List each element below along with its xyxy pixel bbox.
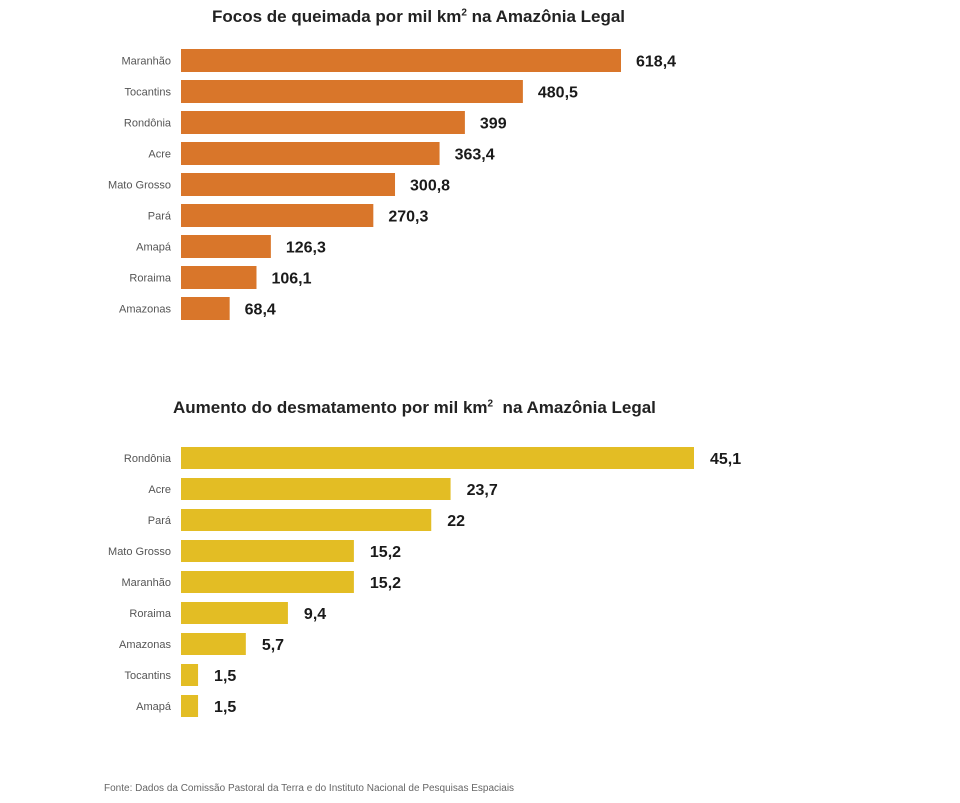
value-label-mato-grosso: 15,2 xyxy=(370,544,401,561)
bar-amapa xyxy=(181,695,199,717)
bar-acre xyxy=(181,142,440,165)
category-label-amazonas: Amazonas xyxy=(119,304,171,316)
category-label-tocantins: Tocantins xyxy=(125,670,172,682)
category-label-acre: Acre xyxy=(148,149,171,161)
value-label-maranhao: 15,2 xyxy=(370,575,401,592)
bar-tocantins xyxy=(181,664,199,686)
value-label-rondonia: 399 xyxy=(480,116,507,133)
category-label-para: Pará xyxy=(148,211,172,223)
value-label-amazonas: 5,7 xyxy=(262,637,284,654)
bar-acre xyxy=(181,478,451,500)
category-label-roraima: Roraima xyxy=(129,273,171,285)
category-label-acre: Acre xyxy=(148,484,171,496)
title-text-rest: na Amazônia Legal xyxy=(466,7,626,26)
bar-chart-queimadas: Maranhão 618,4 Tocantins 480,5 Rondônia 399 Ac… xyxy=(108,49,676,320)
bar-para xyxy=(181,204,374,227)
value-label-tocantins: 480,5 xyxy=(538,85,578,102)
category-label-maranhao: Maranhão xyxy=(121,577,171,589)
value-label-roraima: 9,4 xyxy=(304,606,326,623)
bar-amazonas xyxy=(181,297,230,320)
value-label-para: 22 xyxy=(447,513,465,530)
bar-amapa xyxy=(181,235,271,258)
chart-title-desmatamento: Aumento do desmatamento por mil km2 na A… xyxy=(173,398,656,418)
title-text-rest: na Amazônia Legal xyxy=(493,398,656,417)
bar-tocantins xyxy=(181,80,523,103)
value-label-maranhao: 618,4 xyxy=(636,54,676,71)
source-footnote: Fonte: Dados da Comissão Pastoral da Ter… xyxy=(104,783,515,794)
category-label-tocantins: Tocantins xyxy=(125,87,172,99)
chart-title-queimadas: Focos de queimada por mil km2 na Amazôni… xyxy=(212,7,625,27)
value-label-amapa: 1,5 xyxy=(214,699,236,716)
category-label-para: Pará xyxy=(148,515,172,527)
value-label-amapa: 126,3 xyxy=(286,240,326,257)
category-label-maranhao: Maranhão xyxy=(121,56,171,68)
bar-mato-grosso xyxy=(181,173,396,196)
value-label-acre: 23,7 xyxy=(467,482,498,499)
bar-mato-grosso xyxy=(181,540,354,562)
value-label-para: 270,3 xyxy=(388,209,428,226)
bar-amazonas xyxy=(181,633,246,655)
bar-roraima xyxy=(181,266,257,289)
value-label-rondonia: 45,1 xyxy=(710,451,741,468)
bar-rondonia xyxy=(181,447,694,469)
category-label-rondonia: Rondônia xyxy=(124,118,172,130)
bar-para xyxy=(181,509,432,531)
value-label-mato-grosso: 300,8 xyxy=(410,178,450,195)
bar-rondonia xyxy=(181,111,465,134)
title-text: Aumento do desmatamento por mil km xyxy=(173,398,488,417)
bar-maranhao xyxy=(181,571,354,593)
category-label-roraima: Roraima xyxy=(129,608,171,620)
category-label-amapa: Amapá xyxy=(136,242,172,254)
category-label-mato-grosso: Mato Grosso xyxy=(108,546,171,558)
title-superscript: 2 xyxy=(461,7,467,19)
bar-maranhao xyxy=(181,49,621,72)
category-label-amapa: Amapá xyxy=(136,701,172,713)
title-text: Focos de queimada por mil km xyxy=(212,7,462,26)
title-superscript: 2 xyxy=(487,398,494,410)
category-label-rondonia: Rondônia xyxy=(124,453,172,465)
value-label-amazonas: 68,4 xyxy=(245,302,276,319)
value-label-roraima: 106,1 xyxy=(271,271,311,288)
value-label-tocantins: 1,5 xyxy=(214,668,236,685)
category-label-mato-grosso: Mato Grosso xyxy=(108,180,171,192)
value-label-acre: 363,4 xyxy=(455,147,495,164)
bar-chart-desmatamento: Rondônia 45,1 Acre 23,7 Pará 22 Mato Grosso 15,… xyxy=(108,447,741,717)
category-label-amazonas: Amazonas xyxy=(119,639,171,651)
bar-roraima xyxy=(181,602,288,624)
